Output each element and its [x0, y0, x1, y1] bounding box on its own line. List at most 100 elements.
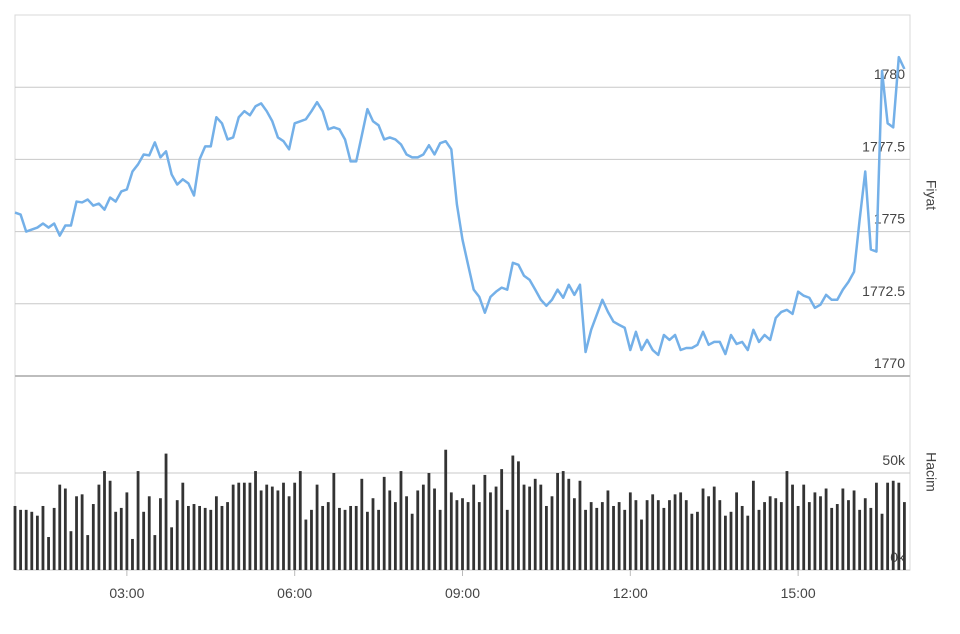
volume-bar — [533, 478, 537, 570]
y2-tick-label: 50k — [882, 452, 906, 468]
volume-bar — [119, 507, 123, 570]
y-tick-label: 1780 — [874, 66, 905, 82]
volume-bar — [612, 505, 615, 570]
volume-bar — [645, 500, 649, 570]
volume-bar — [690, 513, 694, 570]
volume-bar — [371, 498, 375, 570]
volume-bar — [399, 471, 403, 570]
volume-bar — [332, 473, 336, 570]
volume-bar — [875, 482, 878, 570]
volume-bar — [181, 482, 185, 570]
volume-bar — [220, 505, 224, 570]
volume-bar — [528, 486, 532, 570]
volume-bar — [304, 519, 308, 570]
volume-bar — [886, 482, 890, 570]
volume-bar — [768, 496, 772, 570]
x-tick-label: 06:00 — [277, 585, 312, 601]
volume-bar — [757, 509, 761, 570]
volume-bar — [86, 535, 90, 570]
y-tick-label: 1777.5 — [862, 138, 905, 154]
plot-border — [14, 14, 911, 571]
x-tick-label: 12:00 — [613, 585, 648, 601]
volume-bar — [903, 502, 906, 570]
volume-bar — [807, 502, 811, 570]
volume-bar — [494, 486, 498, 570]
volume-bar — [461, 498, 464, 570]
volume-bar — [483, 474, 487, 570]
volume-bar — [421, 484, 425, 570]
volume-bar — [567, 478, 571, 570]
volume-bar — [360, 478, 364, 570]
volume-bar — [897, 482, 901, 570]
volume-bar — [270, 486, 274, 570]
volume-bar — [97, 484, 101, 570]
volume-bar — [673, 494, 677, 570]
volume-bar — [746, 515, 750, 570]
volume-bar — [13, 505, 17, 570]
volume-bar — [550, 496, 554, 570]
volume-bar — [203, 507, 207, 570]
volume-bar — [405, 496, 408, 570]
volume-bar — [578, 480, 582, 570]
volume-bar — [774, 498, 778, 570]
volume-bar — [785, 471, 789, 570]
volume-bar — [24, 509, 28, 570]
volume-bar — [366, 511, 369, 570]
volume-bar — [276, 490, 280, 570]
volume-bar — [489, 492, 492, 570]
price-line — [14, 55, 906, 357]
volume-bar — [19, 509, 22, 570]
volume-bar — [338, 507, 341, 570]
volume-bar — [416, 490, 420, 570]
volume-bar — [869, 507, 873, 570]
volume-bar — [505, 509, 509, 570]
volume-bar — [248, 482, 252, 570]
volume-bar — [824, 488, 828, 570]
volume-bar — [656, 500, 660, 570]
volume-bar — [175, 500, 179, 570]
x-tick-label: 09:00 — [445, 585, 480, 601]
volume-bar — [343, 509, 347, 570]
volume-bar — [779, 502, 783, 570]
volume-bar — [58, 484, 62, 570]
volume-bar — [455, 500, 459, 570]
volume-bar — [595, 507, 599, 570]
volume-bar — [477, 502, 481, 570]
volume-bar — [108, 480, 112, 570]
volume-bar — [192, 504, 196, 570]
volume-bar — [147, 496, 151, 570]
volume-bar — [679, 492, 683, 570]
volume-bar — [103, 471, 106, 570]
volume-bar — [617, 502, 621, 570]
volume-bar — [561, 471, 565, 570]
volume-bar — [75, 496, 78, 570]
volume-bar — [388, 490, 392, 570]
volume-bar — [298, 471, 302, 570]
volume-bar — [589, 502, 593, 570]
y-tick-label: 1772.5 — [862, 283, 905, 299]
volume-bar — [847, 500, 850, 570]
volume-bar — [724, 515, 727, 570]
volume-bar — [880, 513, 884, 570]
volume-bar — [517, 461, 520, 570]
volume-bar — [545, 505, 548, 570]
volume-bar — [539, 484, 543, 570]
volume-bar — [572, 498, 576, 570]
volume-bar — [125, 492, 129, 570]
volume-bar — [628, 492, 632, 570]
volume-bar — [259, 490, 263, 570]
volume-bar — [830, 507, 834, 570]
volume-bar — [433, 488, 436, 570]
volume-bar — [131, 538, 134, 570]
volume-bar — [187, 505, 190, 570]
volume-bar — [863, 498, 867, 570]
volume-bar — [584, 509, 587, 570]
volume-bar — [231, 484, 235, 570]
volume-bar — [729, 511, 733, 570]
volume-bar — [164, 453, 168, 570]
volume-bar — [751, 480, 755, 570]
volume-bar — [265, 484, 269, 570]
volume-bar — [136, 471, 140, 570]
